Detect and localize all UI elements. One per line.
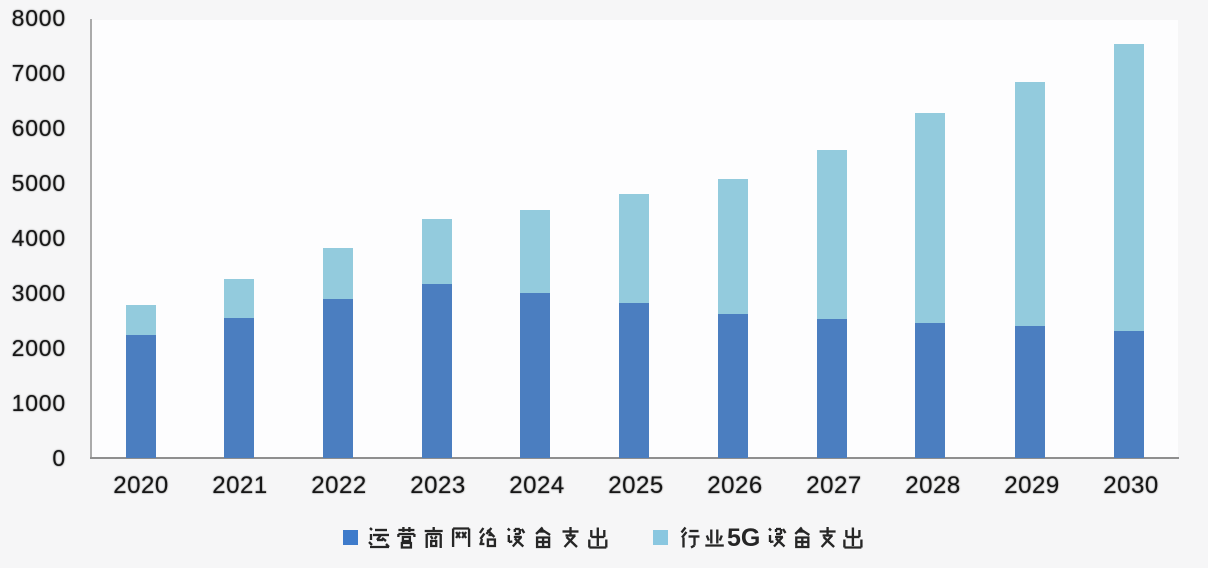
svg-text:5G: 5G: [727, 524, 760, 552]
